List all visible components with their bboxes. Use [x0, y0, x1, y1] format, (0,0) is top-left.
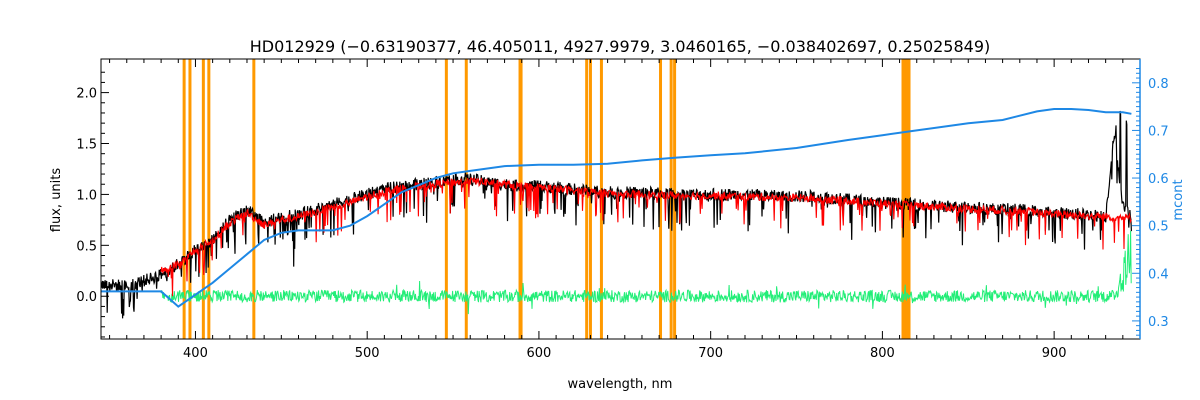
x-tick-label: 500: [355, 346, 380, 361]
y-right-tick-label: 0.4: [1148, 267, 1169, 282]
x-tick-label: 700: [698, 346, 723, 361]
continuum-series: [101, 108, 1132, 308]
x-tick-label: 800: [870, 346, 895, 361]
model-series: [160, 177, 1132, 297]
x-tick-label: 900: [1042, 346, 1067, 361]
data-layer: [101, 59, 1132, 339]
y-tick-label: 0.5: [76, 239, 97, 254]
plot-area: 400 500 600 700 800 900 0.0 0.5 1.0 1.5 2.0 0.3 0.4 0…: [76, 58, 1169, 361]
x-axis-label: wavelength, nm: [568, 377, 673, 392]
y-tick-label: 2.0: [76, 87, 97, 102]
chart-title: HD012929 (−0.63190377, 46.405011, 4927.9…: [250, 37, 991, 56]
x-tick-label: 400: [183, 346, 208, 361]
y-tick-label: 0.0: [76, 290, 97, 305]
y-axis-label: flux, units: [49, 168, 64, 233]
observed-series: [101, 110, 1132, 319]
residual-series: [160, 230, 1132, 315]
y-right-tick-label: 0.3: [1148, 315, 1169, 330]
y-right-tick-label: 0.5: [1148, 220, 1169, 235]
y-right-tick-label: 0.7: [1148, 124, 1169, 139]
y-right-tick-label: 0.8: [1148, 77, 1169, 92]
y-tick-label: 1.5: [76, 138, 97, 153]
y-tick-label: 1.0: [76, 188, 97, 203]
right-y-axis-label: mcont: [1171, 179, 1186, 220]
y-right-tick-label: 0.6: [1148, 172, 1169, 187]
x-tick-label: 600: [527, 346, 552, 361]
